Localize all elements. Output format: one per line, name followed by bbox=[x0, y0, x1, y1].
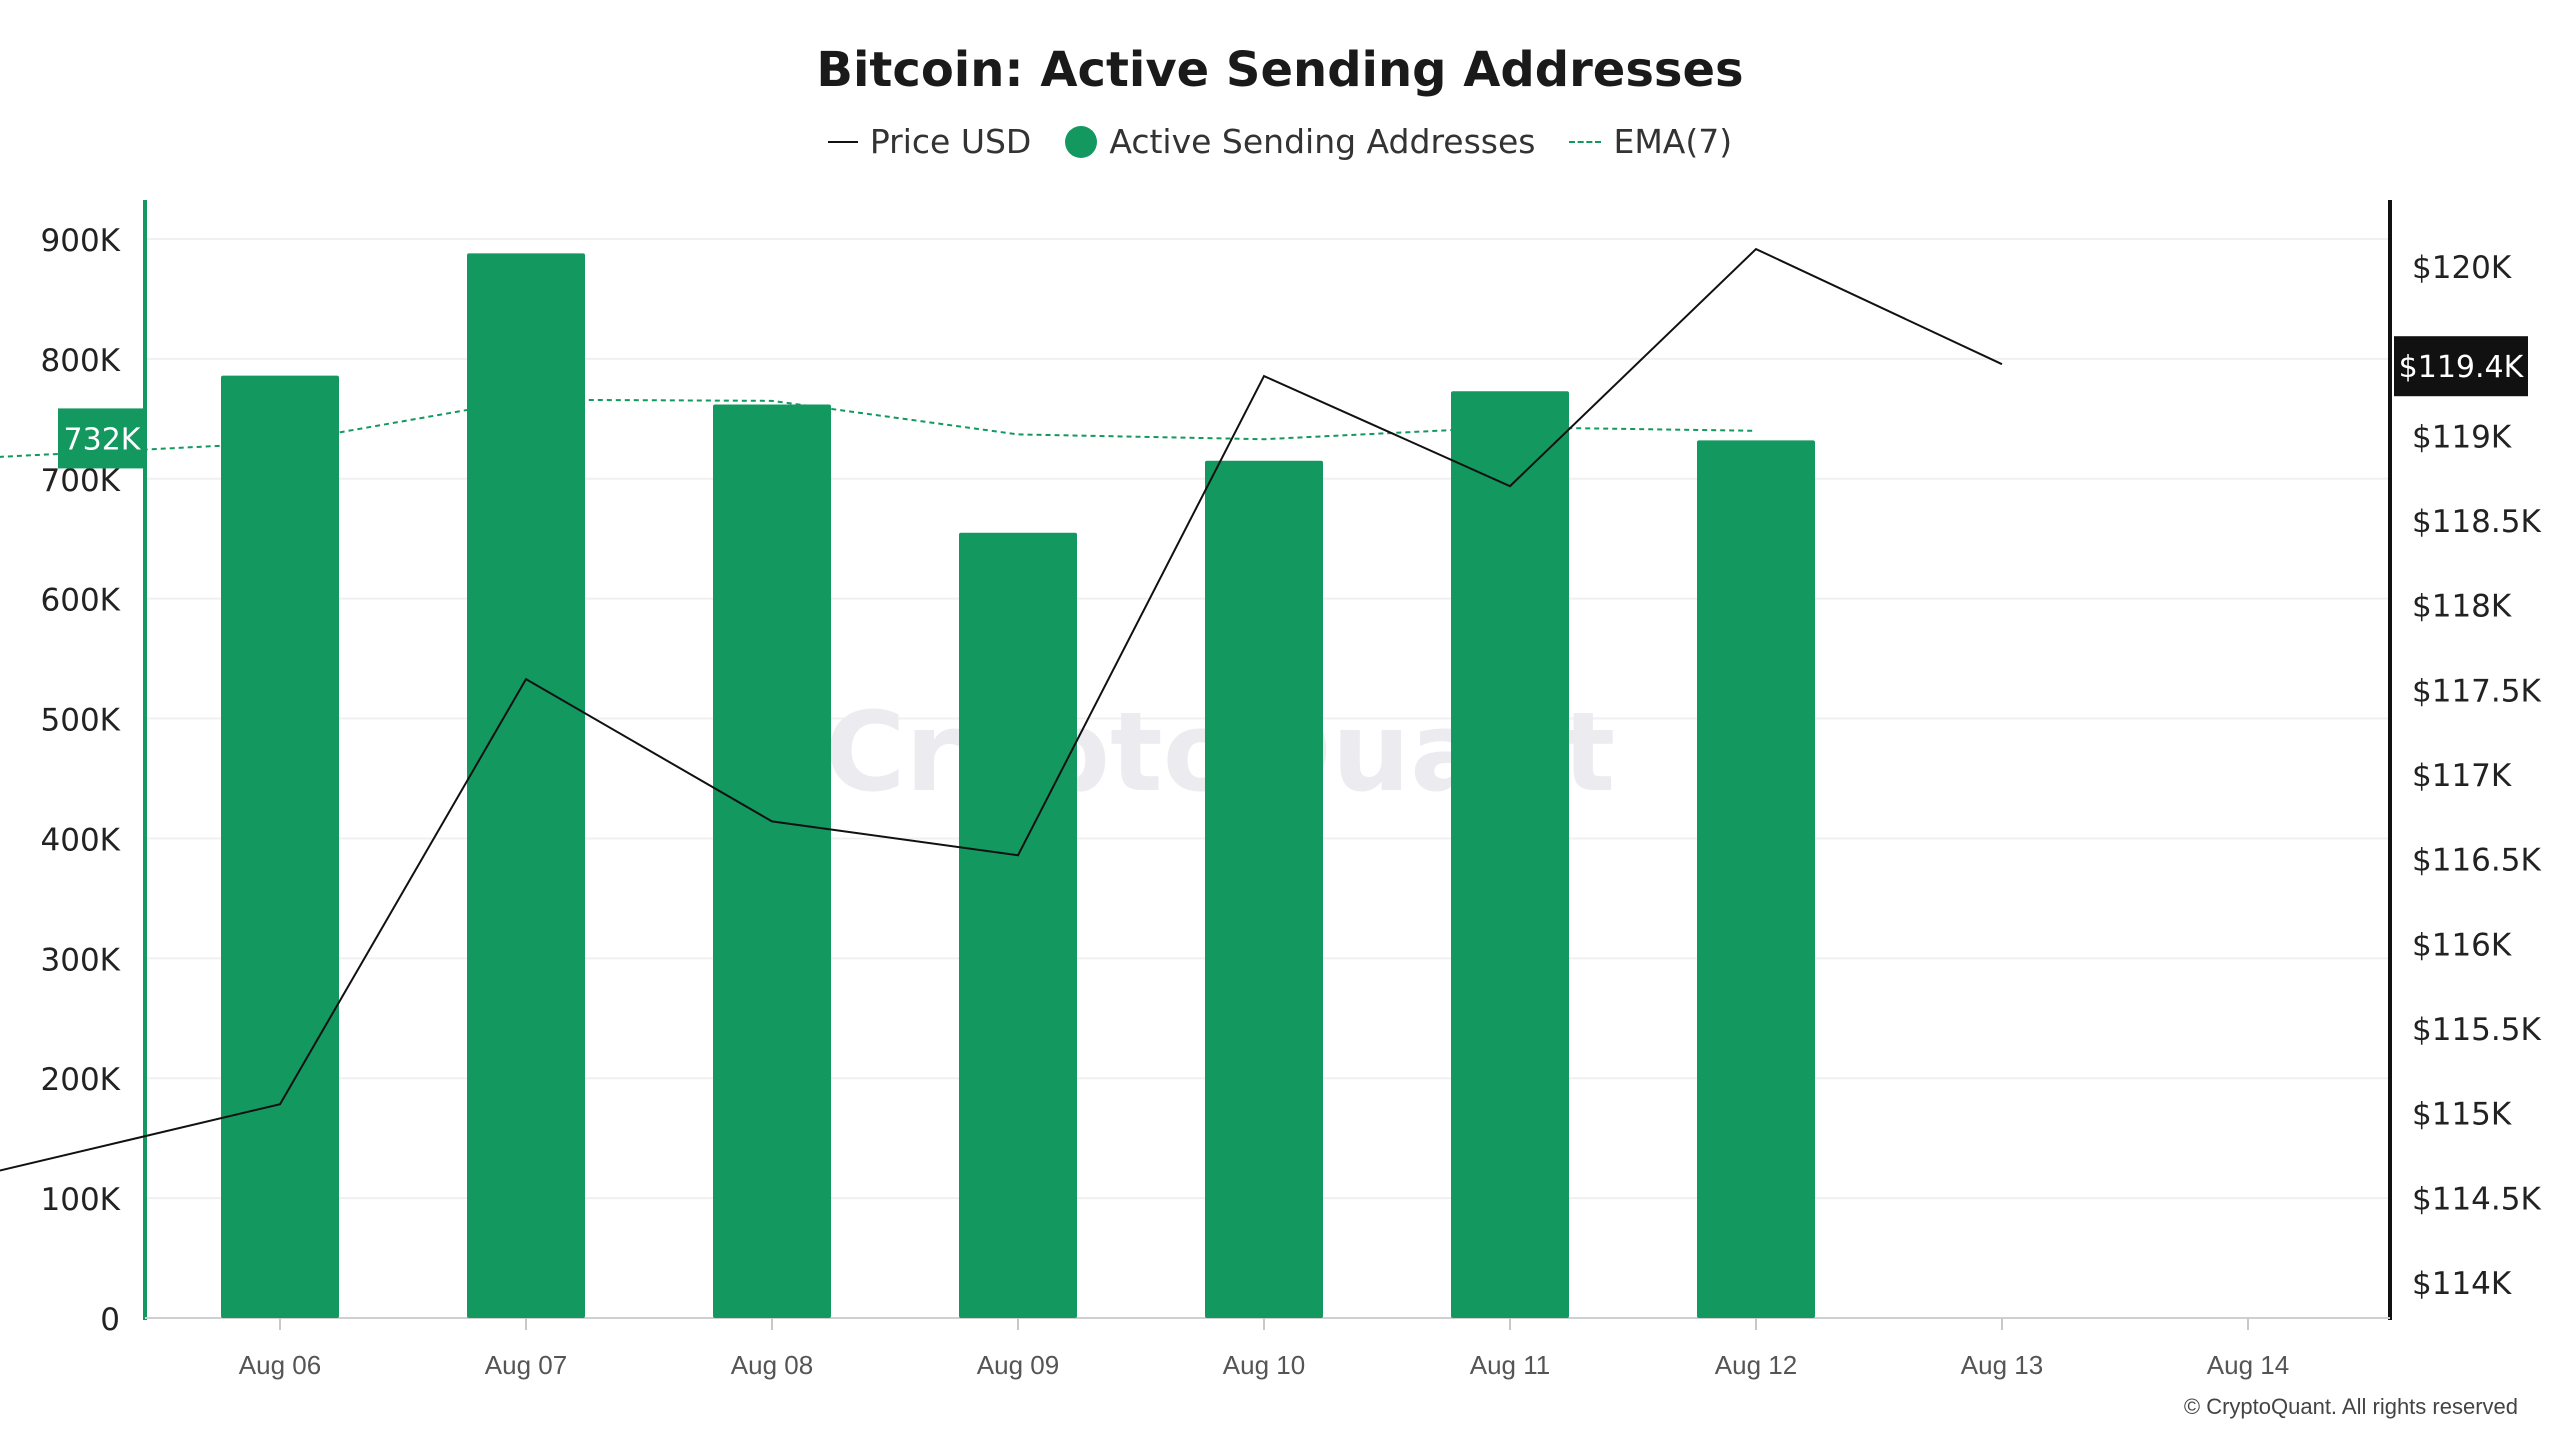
price-line bbox=[0, 247, 2003, 1172]
x-tick-label: Aug 07 bbox=[485, 1350, 567, 1380]
y-right-tick-label: $114.5K bbox=[2412, 1181, 2541, 1217]
y-left-tick-label: 600K bbox=[41, 583, 121, 619]
legend-item-price[interactable]: Price USD bbox=[827, 122, 1032, 161]
y-left-tick-label: 0 bbox=[100, 1302, 120, 1338]
y-left-tick-label: 400K bbox=[41, 822, 121, 858]
y-right-tick-label: $115.5K bbox=[2412, 1012, 2541, 1048]
legend-dashed-line-icon bbox=[1569, 140, 1602, 143]
y-right-tick-label: $116.5K bbox=[2412, 843, 2541, 879]
bar-active-sending bbox=[467, 253, 585, 1318]
current-value-badge-left bbox=[58, 408, 146, 469]
y-right-tick-label: $118.5K bbox=[2412, 504, 2541, 540]
legend-label-ema: EMA(7) bbox=[1613, 122, 1733, 161]
y-left-tick-label: 100K bbox=[41, 1182, 121, 1218]
x-tick-label: Aug 14 bbox=[2207, 1350, 2289, 1380]
legend-label-price: Price USD bbox=[869, 122, 1032, 161]
y-right-tick-label: $119K bbox=[2412, 419, 2512, 455]
bar-active-sending bbox=[221, 375, 339, 1318]
y-left-tick-label: 200K bbox=[41, 1062, 121, 1098]
chart-title: Bitcoin: Active Sending Addresses bbox=[816, 42, 1744, 98]
x-tick-label: Aug 13 bbox=[1961, 1350, 2043, 1380]
y-left-tick-label: 700K bbox=[41, 463, 121, 499]
bar-active-sending bbox=[1451, 391, 1569, 1318]
bar-active-sending bbox=[1205, 460, 1323, 1318]
x-tick-label: Aug 11 bbox=[1470, 1350, 1550, 1380]
x-tick-label: Aug 06 bbox=[239, 1350, 321, 1380]
copyright-footer: © CryptoQuant. All rights reserved bbox=[2183, 1394, 2518, 1419]
current-value-badge-right bbox=[2394, 336, 2528, 397]
current-value-label-left: 732K bbox=[64, 422, 142, 457]
y-right-tick-label: $118K bbox=[2412, 589, 2512, 625]
y-left-tick-label: 300K bbox=[41, 942, 121, 978]
legend-dot-icon bbox=[1065, 125, 1098, 158]
x-tick-label: Aug 10 bbox=[1223, 1350, 1305, 1380]
y-right-tick-label: $116K bbox=[2412, 927, 2512, 963]
y-right-tick-label: $120K bbox=[2412, 250, 2512, 286]
legend: Price USD Active Sending Addresses EMA(7… bbox=[0, 122, 2560, 161]
x-tick-label: Aug 12 bbox=[1715, 1350, 1797, 1380]
bar-active-sending bbox=[713, 404, 831, 1318]
y-right-tick-label: $117K bbox=[2412, 758, 2512, 794]
x-tick-label: Aug 09 bbox=[977, 1350, 1059, 1380]
legend-item-active-sending[interactable]: Active Sending Addresses bbox=[1065, 122, 1535, 161]
x-tick-label: Aug 08 bbox=[731, 1350, 813, 1380]
legend-line-icon bbox=[827, 140, 858, 143]
y-right-tick-label: $114K bbox=[2412, 1266, 2512, 1302]
ema-line bbox=[0, 398, 1757, 458]
legend-item-ema[interactable]: EMA(7) bbox=[1569, 122, 1732, 161]
bar-active-sending bbox=[1697, 440, 1815, 1318]
y-left-tick-label: 800K bbox=[41, 343, 121, 379]
y-left-tick-label: 900K bbox=[41, 223, 121, 259]
bar-active-sending bbox=[959, 532, 1077, 1318]
y-right-tick-label: $115K bbox=[2412, 1097, 2512, 1133]
y-left-tick-label: 500K bbox=[41, 703, 121, 739]
legend-label-active-sending: Active Sending Addresses bbox=[1109, 122, 1536, 161]
y-right-tick-label: $117.5K bbox=[2412, 673, 2541, 709]
current-value-label-right: $119.4K bbox=[2399, 350, 2525, 385]
